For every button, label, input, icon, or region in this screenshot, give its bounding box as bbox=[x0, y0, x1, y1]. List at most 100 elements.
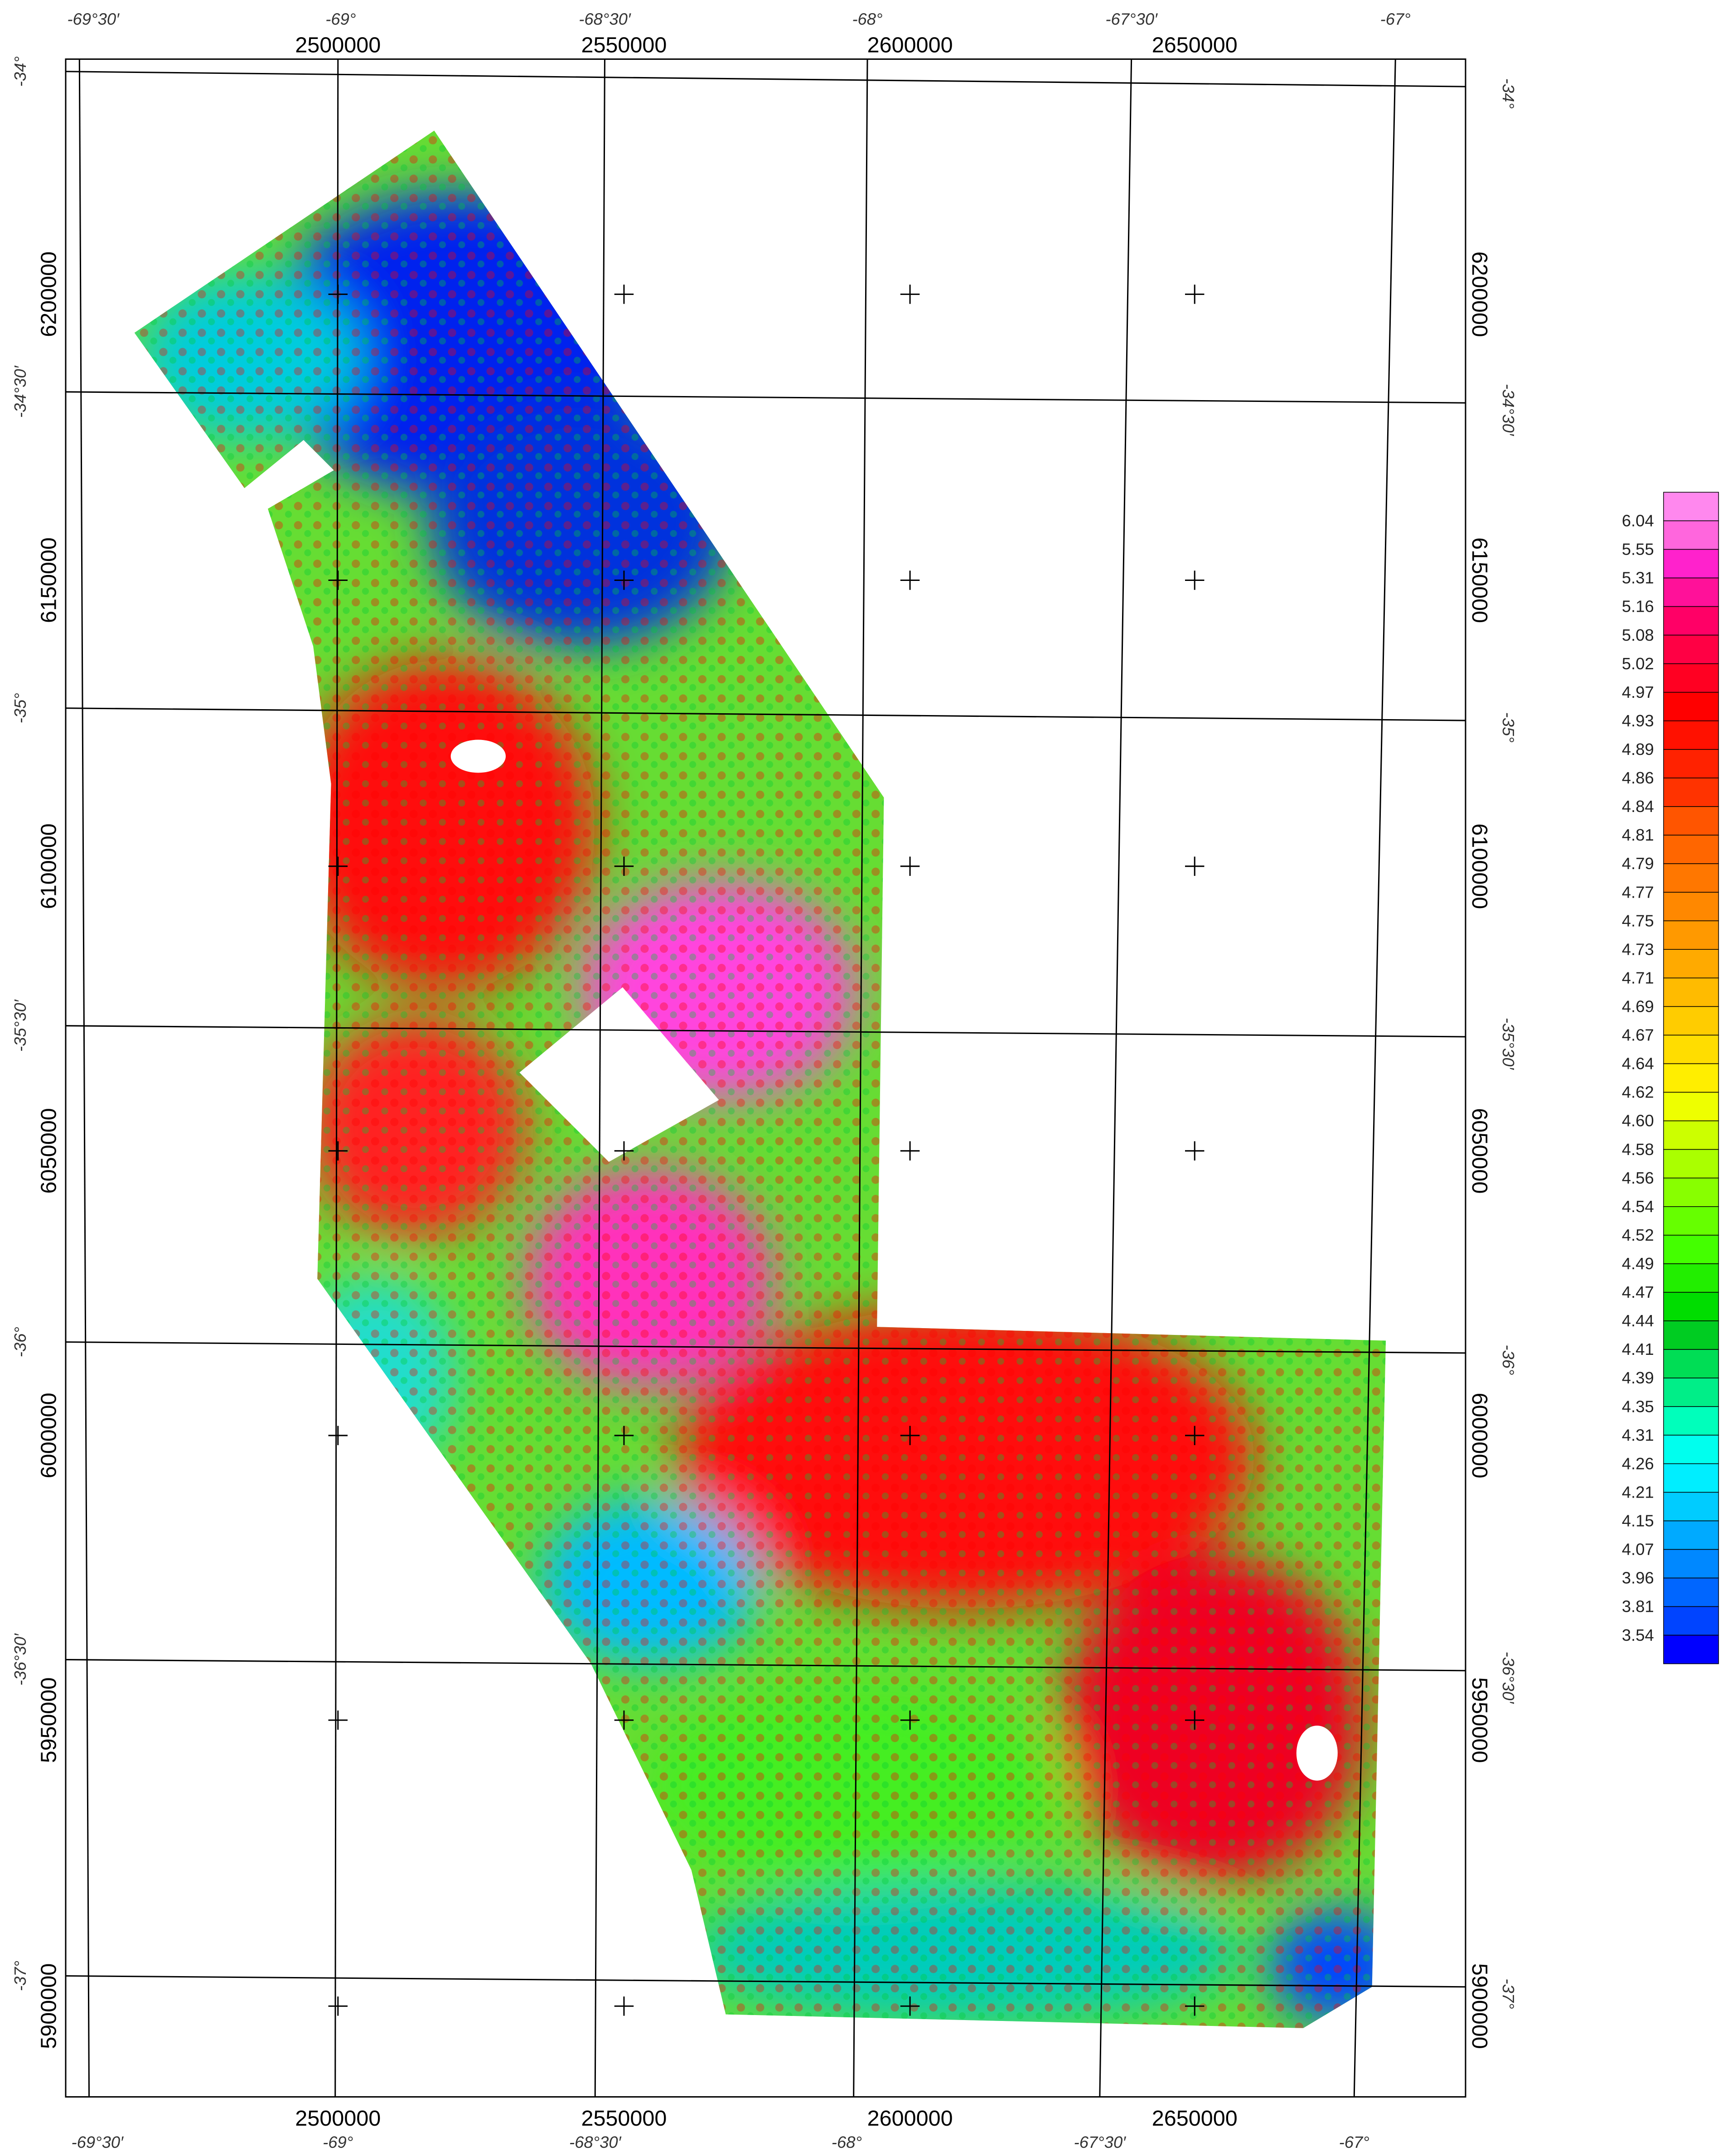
longitude-label: -67°30′ bbox=[1105, 10, 1158, 29]
northing-label: 6100000 bbox=[1467, 823, 1492, 909]
legend-swatch bbox=[1664, 578, 1718, 607]
legend-label: 4.35 bbox=[1622, 1397, 1654, 1416]
longitude-label: -68°30′ bbox=[569, 2133, 622, 2151]
legend-label: 4.84 bbox=[1622, 797, 1654, 816]
longitude-label: -69° bbox=[323, 2133, 353, 2151]
legend-label: 4.69 bbox=[1622, 997, 1654, 1015]
legend-swatch bbox=[1664, 1407, 1718, 1435]
latitude-label: -35° bbox=[1499, 712, 1518, 743]
legend-label: 4.58 bbox=[1622, 1140, 1654, 1159]
legend-swatch bbox=[1664, 978, 1718, 1006]
latitude-label: -34° bbox=[11, 56, 29, 87]
legend-swatch bbox=[1664, 692, 1718, 721]
northing-label: 6150000 bbox=[37, 537, 61, 623]
legend-swatch bbox=[1664, 1349, 1718, 1378]
longitude-label: -67°30′ bbox=[1074, 2133, 1127, 2151]
longitude-label: -68°30′ bbox=[579, 10, 631, 29]
legend-swatch bbox=[1664, 1235, 1718, 1264]
latitude-label: -35°30′ bbox=[1499, 1018, 1518, 1070]
easting-label: 2650000 bbox=[1152, 2106, 1238, 2131]
latitude-label: -34° bbox=[1499, 78, 1518, 109]
legend-label: 4.39 bbox=[1622, 1368, 1654, 1387]
longitude-label: -69°30′ bbox=[71, 2133, 124, 2151]
northing-label: 6100000 bbox=[37, 823, 61, 909]
legend-swatch bbox=[1664, 635, 1718, 664]
legend-label: 3.81 bbox=[1622, 1597, 1654, 1616]
northing-label: 6050000 bbox=[1467, 1108, 1492, 1194]
latitude-label: -34°30′ bbox=[11, 365, 29, 418]
northing-label: 6200000 bbox=[1467, 251, 1492, 337]
legend-label: 4.07 bbox=[1622, 1540, 1654, 1559]
easting-label: 2550000 bbox=[581, 2106, 667, 2131]
legend-label: 4.41 bbox=[1622, 1340, 1654, 1358]
northing-label: 6200000 bbox=[37, 251, 61, 337]
latitude-label: -36° bbox=[1499, 1344, 1518, 1375]
longitude-label: -67° bbox=[1380, 10, 1411, 29]
northing-label: 5950000 bbox=[37, 1677, 61, 1763]
legend-swatch bbox=[1664, 1006, 1718, 1035]
legend-swatch bbox=[1664, 1607, 1718, 1635]
legend-label: 4.86 bbox=[1622, 769, 1654, 787]
legend-swatch bbox=[1664, 807, 1718, 835]
legend-label: 4.79 bbox=[1622, 854, 1654, 873]
legend-swatch bbox=[1664, 1578, 1718, 1606]
legend-swatch bbox=[1664, 1264, 1718, 1292]
legend-label: 4.67 bbox=[1622, 1026, 1654, 1044]
legend-label: 4.49 bbox=[1622, 1254, 1654, 1273]
northing-label: 6050000 bbox=[37, 1108, 61, 1194]
legend-label: 4.26 bbox=[1622, 1454, 1654, 1473]
legend-swatch bbox=[1664, 749, 1718, 778]
legend-label: 5.31 bbox=[1622, 569, 1654, 587]
legend-swatch bbox=[1664, 1035, 1718, 1063]
legend-label: 4.81 bbox=[1622, 826, 1654, 844]
legend-swatch bbox=[1664, 835, 1718, 864]
latitude-label: -34°30′ bbox=[1499, 384, 1518, 436]
legend-swatch bbox=[1664, 607, 1718, 635]
data-gap bbox=[1297, 1726, 1338, 1780]
longitude-label: -68° bbox=[832, 2133, 862, 2151]
legend-swatch bbox=[1664, 492, 1718, 521]
legend-swatch bbox=[1664, 1549, 1718, 1578]
legend-swatch bbox=[1664, 1121, 1718, 1150]
data-gap bbox=[451, 740, 506, 773]
easting-label: 2500000 bbox=[295, 33, 381, 57]
legend-swatch bbox=[1664, 1492, 1718, 1521]
legend-label: 4.73 bbox=[1622, 940, 1654, 958]
latitude-label: -37° bbox=[1499, 1978, 1518, 2009]
legend-label: 4.64 bbox=[1622, 1054, 1654, 1073]
northing-label: 5900000 bbox=[1467, 1963, 1492, 2049]
latitude-label: -35°30′ bbox=[11, 999, 29, 1052]
legend-label: 4.71 bbox=[1622, 968, 1654, 987]
legend-label: 4.47 bbox=[1622, 1283, 1654, 1301]
legend-swatch bbox=[1664, 1150, 1718, 1178]
northing-label: 6150000 bbox=[1467, 537, 1492, 623]
legend-label: 4.75 bbox=[1622, 911, 1654, 930]
legend-label: 4.31 bbox=[1622, 1426, 1654, 1444]
legend-swatch bbox=[1664, 1521, 1718, 1549]
easting-label: 2500000 bbox=[295, 2106, 381, 2131]
legend-swatch bbox=[1664, 1635, 1718, 1664]
latitude-label: -36°30′ bbox=[11, 1633, 29, 1686]
legend-label: 4.97 bbox=[1622, 683, 1654, 701]
easting-label: 2600000 bbox=[867, 33, 953, 57]
easting-label: 2550000 bbox=[581, 33, 667, 57]
legend-swatch bbox=[1664, 778, 1718, 807]
legend-swatch bbox=[1664, 864, 1718, 892]
longitude-label: -67° bbox=[1339, 2133, 1369, 2151]
legend-label: 4.54 bbox=[1622, 1197, 1654, 1216]
latitude-label: -37° bbox=[11, 1961, 29, 1991]
latitude-label: -35° bbox=[11, 693, 29, 723]
legend-label: 4.44 bbox=[1622, 1311, 1654, 1330]
legend-swatch bbox=[1664, 892, 1718, 921]
legend-swatch bbox=[1664, 1063, 1718, 1092]
latitude-label: -36° bbox=[11, 1327, 29, 1357]
legend-label: 4.93 bbox=[1622, 711, 1654, 730]
legend-swatch bbox=[1664, 1464, 1718, 1492]
map: -69°30′-69°-68°30′-68°-67°30′-67°-69°30′… bbox=[0, 0, 1732, 2156]
northing-label: 5900000 bbox=[37, 1963, 61, 2049]
legend-label: 4.21 bbox=[1622, 1483, 1654, 1501]
legend-label: 5.16 bbox=[1622, 597, 1654, 616]
legend-swatch bbox=[1664, 1378, 1718, 1407]
northing-label: 6000000 bbox=[1467, 1392, 1492, 1478]
legend-swatch bbox=[1664, 949, 1718, 978]
